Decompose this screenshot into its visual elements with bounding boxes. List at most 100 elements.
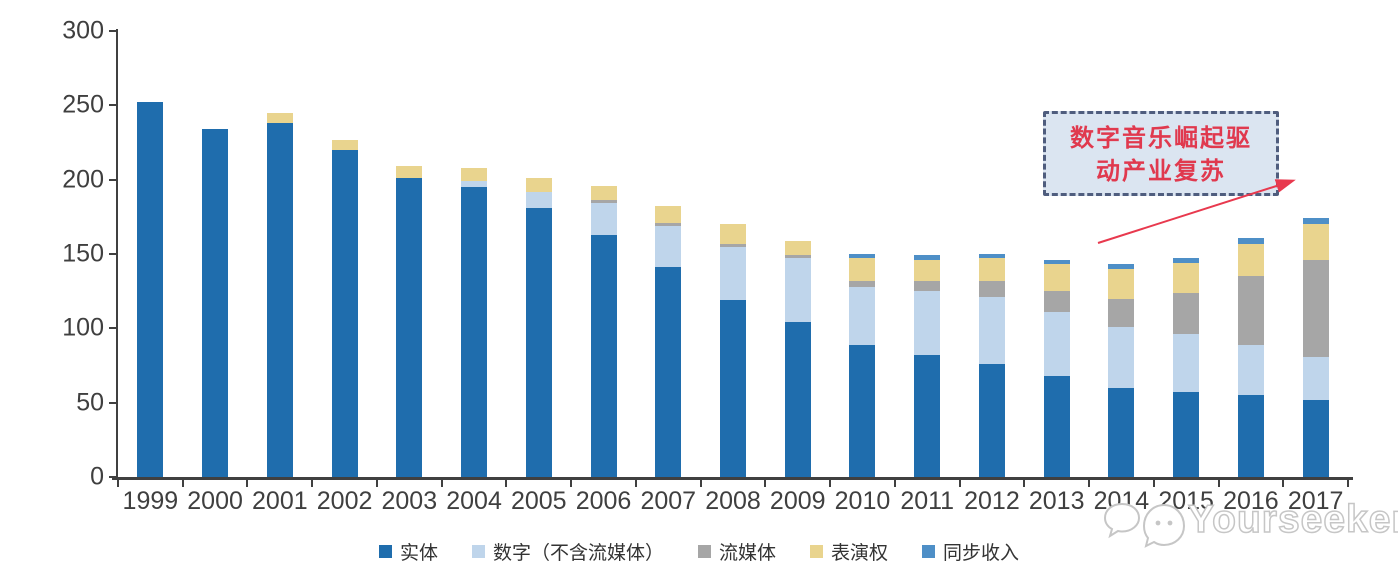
annotation-text-line1: 数字音乐崛起驱 bbox=[1070, 122, 1252, 152]
bar-segment bbox=[720, 246, 746, 301]
x-tick-mark bbox=[829, 479, 832, 487]
bar-2015 bbox=[1173, 258, 1200, 477]
bar-segment bbox=[1043, 264, 1070, 292]
bar-segment bbox=[784, 240, 811, 256]
bar-segment bbox=[1173, 334, 1200, 393]
x-axis-label: 2000 bbox=[187, 487, 243, 515]
y-tick-mark bbox=[109, 178, 117, 181]
x-axis-label: 2009 bbox=[769, 487, 826, 515]
watermark-text: Yourseeker bbox=[1187, 497, 1398, 542]
x-tick-mark bbox=[505, 479, 508, 487]
bar-segment bbox=[914, 291, 941, 356]
x-tick-mark bbox=[181, 479, 184, 487]
legend-label: 实体 bbox=[399, 542, 438, 564]
bar-segment bbox=[784, 255, 811, 259]
x-axis-label: 2013 bbox=[1028, 487, 1085, 515]
bar-segment bbox=[266, 112, 293, 124]
bar-segment bbox=[1302, 356, 1329, 400]
bar-segment bbox=[331, 139, 358, 150]
bar-segment bbox=[720, 224, 746, 244]
x-axis-label: 2005 bbox=[510, 487, 567, 515]
annotation-box: 数字音乐崛起驱 动产业复苏 bbox=[1043, 111, 1279, 196]
legend-item: 同步收入 bbox=[922, 538, 1019, 565]
bar-segment bbox=[266, 123, 293, 477]
bar-segment bbox=[1043, 291, 1070, 312]
y-tick-label: 0 bbox=[90, 462, 104, 491]
x-axis-label: 2001 bbox=[252, 487, 308, 515]
bar-segment bbox=[720, 243, 746, 247]
y-tick-label: 200 bbox=[62, 165, 104, 194]
bar-segment bbox=[784, 258, 811, 323]
bar-segment bbox=[1237, 395, 1264, 477]
bar-segment bbox=[655, 267, 682, 477]
bar-segment bbox=[914, 259, 941, 281]
bar-segment bbox=[978, 297, 1005, 365]
bar-segment bbox=[914, 255, 941, 260]
bar-segment bbox=[978, 364, 1005, 477]
legend-swatch-icon bbox=[378, 545, 392, 558]
bar-segment bbox=[525, 207, 552, 477]
bar-segment bbox=[784, 322, 811, 477]
bar-segment bbox=[1108, 298, 1135, 327]
bar-2011 bbox=[914, 255, 941, 477]
x-tick-mark bbox=[375, 479, 378, 487]
bar-segment bbox=[914, 355, 941, 477]
bar-segment bbox=[1043, 375, 1070, 477]
bar-segment bbox=[590, 234, 617, 477]
bar-segment bbox=[1237, 276, 1264, 345]
legend-label: 表演权 bbox=[831, 542, 889, 564]
legend-item: 实体 bbox=[378, 538, 438, 565]
bar-segment bbox=[1237, 237, 1264, 244]
bar-segment bbox=[914, 280, 941, 292]
bar-segment bbox=[590, 200, 617, 204]
legend-label: 同步收入 bbox=[943, 542, 1020, 564]
bar-segment bbox=[202, 129, 229, 477]
legend-label: 流媒体 bbox=[718, 542, 776, 564]
watermark: Yourseeker bbox=[1100, 492, 1398, 552]
legend-swatch-icon bbox=[922, 545, 936, 558]
x-tick-mark bbox=[1217, 479, 1220, 487]
bar-segment bbox=[1108, 326, 1135, 388]
bar-segment bbox=[331, 149, 358, 477]
x-tick-mark bbox=[1152, 479, 1155, 487]
bar-segment bbox=[461, 181, 488, 188]
bar-segment bbox=[849, 344, 876, 477]
bar-segment bbox=[525, 191, 552, 208]
bar-segment bbox=[849, 258, 876, 281]
x-tick-mark bbox=[764, 479, 767, 487]
legend-label: 数字（不含流媒体） bbox=[492, 542, 664, 564]
bar-segment bbox=[1302, 399, 1329, 477]
x-axis-label: 1999 bbox=[122, 487, 179, 515]
bar-2008 bbox=[720, 224, 746, 477]
bar-2003 bbox=[396, 166, 423, 477]
bar-1999 bbox=[137, 102, 164, 477]
bar-2013 bbox=[1043, 259, 1070, 477]
y-tick-mark bbox=[109, 327, 117, 330]
bar-segment bbox=[655, 225, 682, 268]
yourseeker-logo-icon bbox=[1103, 502, 1186, 548]
y-tick-label: 100 bbox=[62, 313, 104, 342]
y-tick-mark bbox=[109, 30, 117, 32]
bar-segment bbox=[655, 222, 682, 226]
bar-2006 bbox=[590, 185, 617, 477]
legend: 实体 数字（不含流媒体） 流媒体 表演权 同步收入 bbox=[0, 538, 1398, 565]
bar-segment bbox=[1173, 258, 1200, 263]
bar-segment bbox=[396, 178, 423, 477]
bar-segment bbox=[1237, 344, 1264, 396]
bar-segment bbox=[461, 187, 488, 477]
bar-segment bbox=[849, 280, 876, 287]
bar-segment bbox=[525, 178, 552, 192]
x-tick-mark bbox=[1088, 479, 1091, 487]
x-axis-label: 2011 bbox=[900, 487, 955, 515]
legend-swatch-icon bbox=[471, 545, 485, 558]
x-axis-line bbox=[112, 477, 1353, 480]
bar-2012 bbox=[978, 254, 1005, 477]
x-tick-mark bbox=[634, 479, 637, 487]
bar-segment bbox=[978, 258, 1005, 281]
bar-2002 bbox=[331, 139, 358, 477]
x-tick-mark bbox=[440, 479, 443, 487]
bar-2007 bbox=[655, 206, 682, 477]
y-tick-mark bbox=[109, 253, 117, 255]
bar-segment bbox=[1108, 268, 1135, 299]
